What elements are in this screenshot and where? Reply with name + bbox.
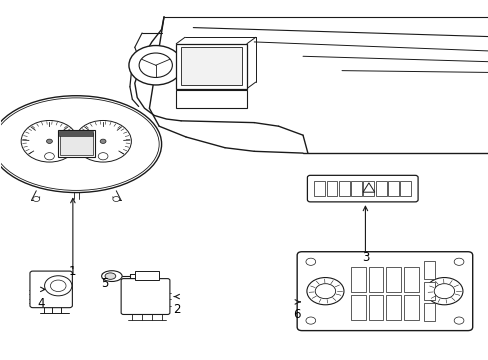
Circle shape [305, 258, 315, 265]
FancyBboxPatch shape [297, 252, 472, 330]
Circle shape [305, 317, 315, 324]
Text: 2: 2 [173, 303, 181, 316]
Bar [58, 130, 95, 157]
Circle shape [75, 121, 131, 162]
FancyBboxPatch shape [121, 279, 169, 315]
Bar [176, 90, 246, 108]
Text: 3: 3 [361, 251, 368, 264]
Circle shape [98, 153, 108, 160]
Circle shape [433, 284, 454, 299]
Bar [375, 181, 386, 196]
Bar [135, 271, 159, 280]
Bar [60, 134, 93, 155]
Bar [404, 295, 418, 320]
Bar [386, 295, 401, 320]
Text: 6: 6 [293, 308, 300, 321]
Circle shape [139, 53, 172, 77]
Bar [314, 181, 325, 196]
Bar [181, 47, 242, 85]
Circle shape [453, 317, 463, 324]
Circle shape [50, 280, 66, 292]
Circle shape [113, 197, 120, 202]
Bar [338, 181, 349, 196]
Bar [59, 131, 93, 135]
Text: 4: 4 [37, 297, 44, 310]
Bar [387, 181, 398, 196]
Circle shape [100, 139, 106, 143]
Circle shape [21, 121, 78, 162]
Circle shape [425, 278, 462, 305]
FancyBboxPatch shape [30, 271, 72, 308]
Bar [350, 295, 365, 320]
Bar [368, 295, 383, 320]
Bar [423, 261, 434, 279]
FancyBboxPatch shape [307, 175, 417, 202]
Bar [350, 267, 365, 292]
Circle shape [44, 153, 54, 160]
Ellipse shape [105, 273, 116, 279]
Circle shape [453, 258, 463, 265]
Text: 1: 1 [69, 265, 77, 278]
Circle shape [46, 139, 52, 143]
Circle shape [315, 284, 335, 299]
Bar [423, 303, 434, 320]
Circle shape [306, 278, 343, 305]
Circle shape [44, 276, 72, 296]
Bar [423, 282, 434, 300]
Ellipse shape [0, 98, 159, 190]
Bar [368, 267, 383, 292]
Circle shape [33, 197, 40, 202]
Text: 5: 5 [101, 278, 108, 291]
Bar [350, 181, 361, 196]
Bar [404, 267, 418, 292]
Bar [326, 181, 337, 196]
Bar [176, 44, 246, 89]
Circle shape [129, 45, 182, 85]
Bar [386, 267, 401, 292]
Bar [400, 181, 410, 196]
Ellipse shape [0, 96, 161, 193]
Bar [363, 181, 373, 196]
Ellipse shape [102, 271, 122, 282]
